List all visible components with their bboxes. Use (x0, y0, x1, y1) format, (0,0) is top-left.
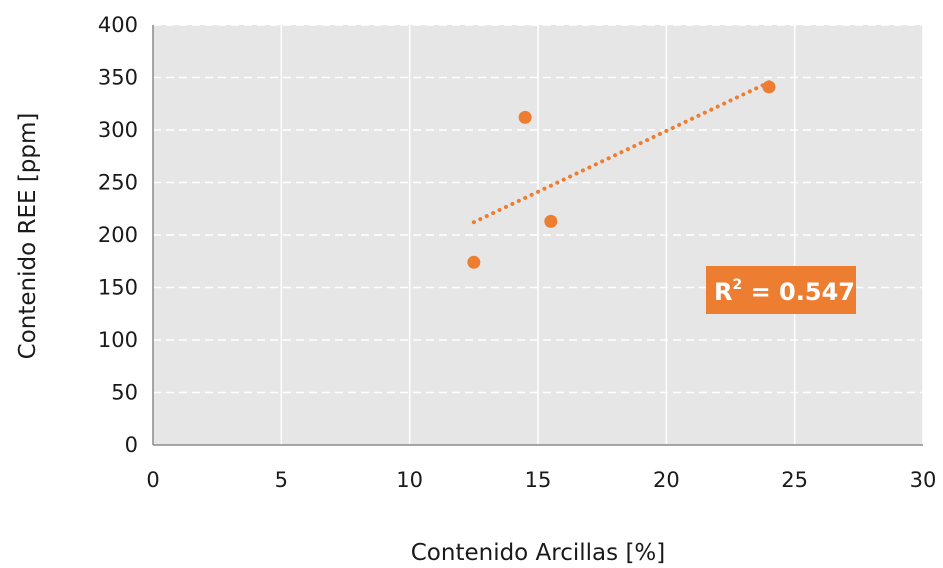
y-tick-label: 200 (98, 223, 138, 247)
y-axis-title: Contenido REE [ppm] (15, 113, 41, 360)
data-points (467, 80, 776, 269)
data-point (467, 255, 481, 269)
x-tick-label: 10 (396, 468, 423, 492)
y-tick-label: 150 (98, 276, 138, 300)
x-tick-label: 25 (781, 468, 808, 492)
x-tick-label: 20 (653, 468, 680, 492)
r-squared-prefix: R (714, 278, 732, 306)
r-squared-text: R2 = 0.547 (714, 277, 855, 306)
r-squared-label-background (706, 266, 856, 314)
data-point (762, 80, 776, 94)
y-tick-label: 50 (111, 381, 138, 405)
y-tick-label: 100 (98, 328, 138, 352)
x-tick-label: 30 (910, 468, 937, 492)
trendline (471, 80, 771, 225)
r-squared-value: = 0.547 (742, 278, 855, 306)
y-tick-label: 250 (98, 171, 138, 195)
data-point (544, 214, 558, 228)
x-tick-label: 15 (525, 468, 552, 492)
x-tick-label: 0 (146, 468, 159, 492)
x-tick-label: 5 (275, 468, 288, 492)
x-axis-title: Contenido Arcillas [%] (411, 540, 666, 566)
y-tick-label: 400 (98, 13, 138, 37)
y-tick-label: 300 (98, 118, 138, 142)
y-tick-label: 350 (98, 66, 138, 90)
r-squared-superscript: 2 (732, 277, 742, 293)
grid-lines (153, 24, 924, 445)
r-squared-label: R2 = 0.547 (706, 266, 856, 314)
data-point (518, 110, 532, 124)
y-tick-label: 0 (125, 433, 138, 457)
